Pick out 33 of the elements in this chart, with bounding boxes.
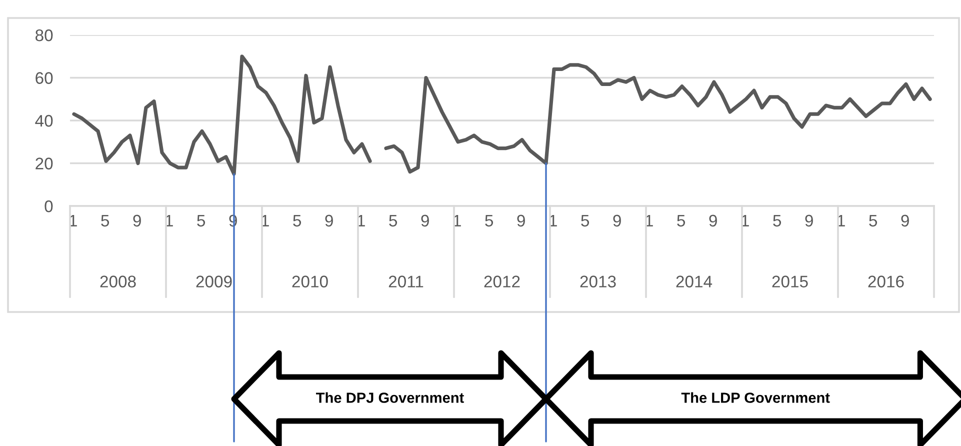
x-tick-label: 5	[101, 214, 110, 227]
x-tick-label: 5	[581, 214, 590, 227]
text: The DPJ Government	[316, 392, 464, 403]
x-tick-label: 5	[389, 214, 398, 227]
text: 2016	[868, 276, 904, 288]
x-tick-label: 9	[901, 214, 909, 227]
x-tick-label: 9	[325, 214, 333, 227]
x-tick-label: 5	[197, 214, 206, 227]
text: 2014	[676, 276, 712, 288]
text: 2011	[388, 276, 424, 288]
x-tick-label: 9	[517, 214, 525, 227]
text: 2009	[196, 276, 232, 288]
x-tick-label: 5	[293, 214, 302, 227]
x-tick-label: 9	[709, 214, 717, 227]
x-tick-label: 5	[869, 214, 878, 227]
x-tick-label: 5	[485, 214, 494, 227]
y-tick-label: 20	[36, 158, 53, 170]
text: 2008	[100, 276, 136, 288]
y-tick-label: 0	[44, 200, 53, 212]
x-tick-label: 9	[133, 214, 141, 227]
x-tick-label: 5	[773, 214, 782, 227]
text: The LDP Government	[681, 392, 830, 403]
text: 2013	[580, 276, 616, 288]
text: 2012	[484, 276, 520, 288]
x-tick-label: 9	[805, 214, 813, 227]
y-tick-label: 80	[36, 29, 53, 42]
text: 2010	[292, 276, 328, 288]
x-tick-label: 9	[421, 214, 429, 227]
text: 2015	[772, 276, 808, 288]
y-tick-label: 40	[35, 114, 53, 127]
x-tick-label: 9	[613, 214, 621, 227]
y-tick-label: 60	[36, 72, 53, 84]
x-tick-label: 5	[677, 214, 686, 227]
